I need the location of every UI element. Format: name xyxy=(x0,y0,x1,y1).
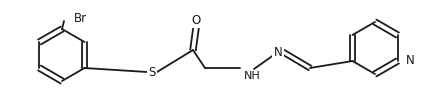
Text: N: N xyxy=(273,45,282,59)
Text: Br: Br xyxy=(74,13,87,25)
Text: N: N xyxy=(405,55,414,68)
Text: O: O xyxy=(191,14,201,26)
Text: S: S xyxy=(149,65,156,79)
Text: NH: NH xyxy=(244,71,261,81)
